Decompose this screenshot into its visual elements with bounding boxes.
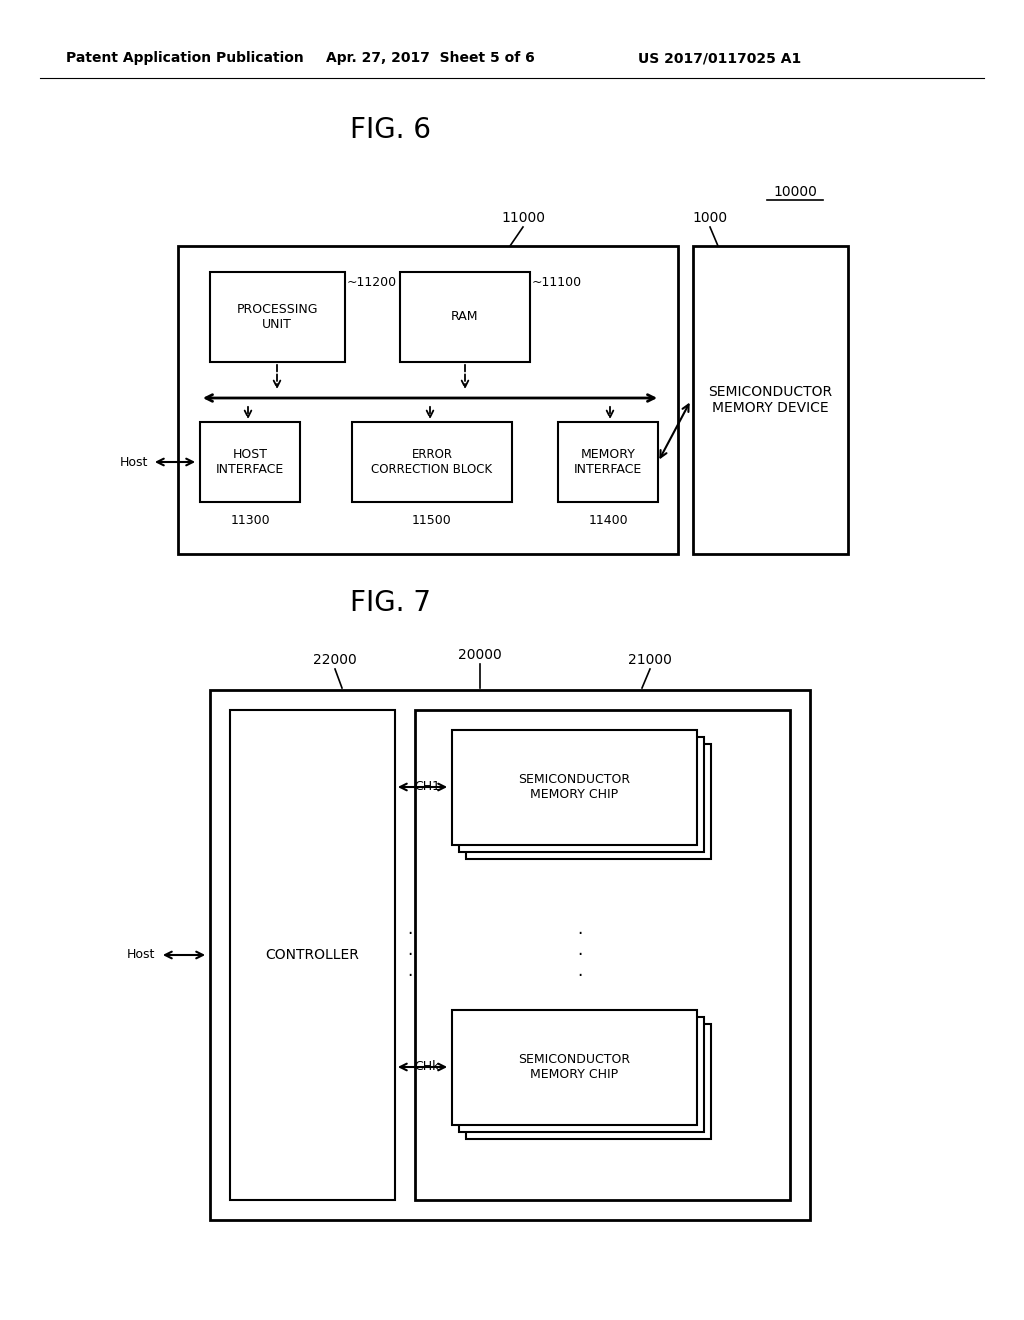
Bar xyxy=(459,737,705,851)
Text: MEMORY
INTERFACE: MEMORY INTERFACE xyxy=(573,447,642,477)
Text: FIG. 7: FIG. 7 xyxy=(349,589,430,616)
Bar xyxy=(352,422,512,502)
Text: US 2017/0117025 A1: US 2017/0117025 A1 xyxy=(638,51,802,65)
Bar xyxy=(452,1010,697,1125)
Text: Patent Application Publication: Patent Application Publication xyxy=(67,51,304,65)
Text: 10000: 10000 xyxy=(773,185,817,199)
Bar xyxy=(210,690,810,1220)
Text: SEMICONDUCTOR
MEMORY DEVICE: SEMICONDUCTOR MEMORY DEVICE xyxy=(708,385,833,414)
Text: 11500: 11500 xyxy=(412,513,452,527)
Text: 21000: 21000 xyxy=(628,653,672,667)
Bar xyxy=(452,730,697,845)
Bar xyxy=(230,710,395,1200)
Text: ~11100: ~11100 xyxy=(532,276,582,289)
Text: 20000: 20000 xyxy=(458,648,502,663)
Text: ·
·
·: · · · xyxy=(578,925,583,985)
Text: 11400: 11400 xyxy=(588,513,628,527)
Bar xyxy=(400,272,530,362)
Bar xyxy=(466,1024,711,1139)
Bar xyxy=(693,246,848,554)
Bar xyxy=(200,422,300,502)
Text: 11000: 11000 xyxy=(501,211,545,224)
Text: CH1: CH1 xyxy=(414,780,440,793)
Text: ~11200: ~11200 xyxy=(347,276,397,289)
Text: CONTROLLER: CONTROLLER xyxy=(265,948,359,962)
Text: SEMICONDUCTOR
MEMORY CHIP: SEMICONDUCTOR MEMORY CHIP xyxy=(518,1053,630,1081)
Text: Host: Host xyxy=(127,949,155,961)
Text: 11300: 11300 xyxy=(230,513,269,527)
Text: FIG. 6: FIG. 6 xyxy=(349,116,430,144)
Text: 1000: 1000 xyxy=(692,211,728,224)
Text: ERROR
CORRECTION BLOCK: ERROR CORRECTION BLOCK xyxy=(372,447,493,477)
Text: PROCESSING
UNIT: PROCESSING UNIT xyxy=(237,304,317,331)
Bar xyxy=(178,246,678,554)
Bar xyxy=(210,272,345,362)
Text: CHk: CHk xyxy=(415,1060,440,1073)
Text: SEMICONDUCTOR
MEMORY CHIP: SEMICONDUCTOR MEMORY CHIP xyxy=(518,774,630,801)
Bar xyxy=(558,422,658,502)
Text: Apr. 27, 2017  Sheet 5 of 6: Apr. 27, 2017 Sheet 5 of 6 xyxy=(326,51,535,65)
Text: 22000: 22000 xyxy=(313,653,357,667)
Text: ·
·
·: · · · xyxy=(408,925,413,985)
Text: RAM: RAM xyxy=(452,310,479,323)
Text: Host: Host xyxy=(120,455,148,469)
Bar xyxy=(466,744,711,859)
Bar xyxy=(415,710,790,1200)
Text: HOST
INTERFACE: HOST INTERFACE xyxy=(216,447,284,477)
Bar xyxy=(459,1016,705,1133)
